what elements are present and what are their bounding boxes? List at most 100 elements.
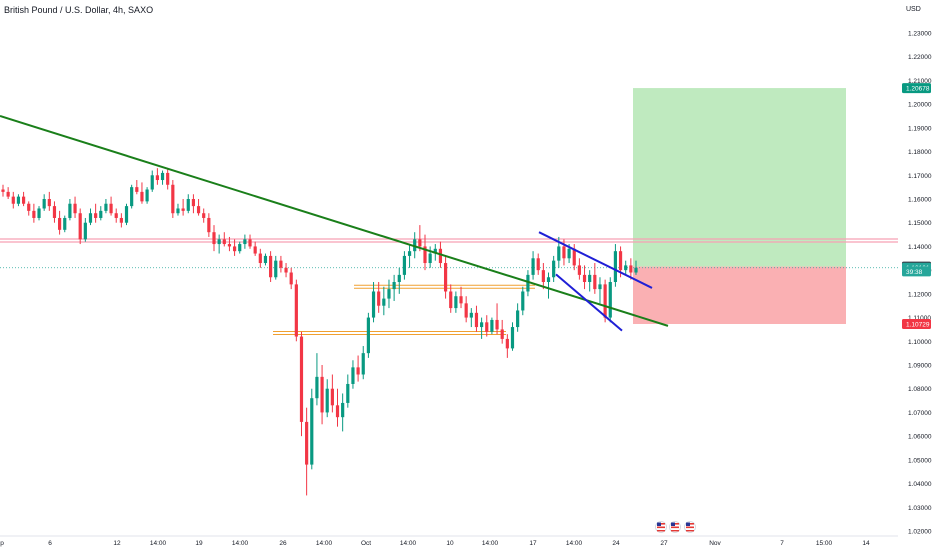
candle-body xyxy=(392,282,396,290)
candle-body xyxy=(207,217,211,233)
candle-body xyxy=(299,336,304,422)
candle-body xyxy=(320,376,324,413)
candle-body xyxy=(480,322,484,328)
candle-body xyxy=(99,210,103,218)
candle xyxy=(593,263,597,294)
candle-body xyxy=(335,405,340,418)
x-tick-label: 7 xyxy=(780,540,784,547)
candle xyxy=(356,355,360,382)
candle xyxy=(299,331,304,437)
y-tick-label: 1.05000 xyxy=(908,457,932,464)
candle-body xyxy=(171,184,175,214)
candle xyxy=(505,334,509,358)
stop-loss-zone xyxy=(633,266,846,324)
candle xyxy=(238,241,242,254)
candle xyxy=(150,170,154,192)
candle xyxy=(449,284,453,313)
x-tick-label: Oct xyxy=(361,540,371,547)
candle-body xyxy=(176,208,180,214)
candle xyxy=(88,208,93,226)
candle xyxy=(608,277,612,323)
x-tick-label: 14:00 xyxy=(150,540,167,547)
candle-body xyxy=(536,258,540,271)
y-tick-label: 1.18000 xyxy=(908,149,932,156)
candle xyxy=(63,215,67,233)
candle xyxy=(140,182,144,204)
candle-body xyxy=(485,322,489,332)
candle-body xyxy=(212,232,216,245)
candle-body xyxy=(521,291,525,311)
candle xyxy=(320,365,324,425)
candle xyxy=(459,286,463,309)
x-tick-label: 27 xyxy=(660,540,668,547)
candle xyxy=(572,244,576,271)
candle xyxy=(469,308,473,328)
y-tick-label: 1.12000 xyxy=(908,291,932,298)
candle-body xyxy=(469,312,473,318)
price-badge-bg xyxy=(902,83,931,94)
candle xyxy=(114,208,118,223)
candle xyxy=(413,232,417,259)
candle xyxy=(500,319,504,344)
candle-body xyxy=(474,312,479,328)
candle-body xyxy=(546,277,551,282)
candle-body xyxy=(160,172,165,181)
candle xyxy=(490,317,494,335)
candle xyxy=(160,170,165,185)
price-badge-label: 1.20678 xyxy=(906,86,930,93)
candle xyxy=(181,199,185,216)
candle-body xyxy=(196,206,201,214)
candle-body xyxy=(21,196,26,204)
y-tick-label: 1.04000 xyxy=(908,481,932,488)
candle-body xyxy=(166,172,170,185)
x-tick-label: 15:00 xyxy=(816,540,833,547)
y-tick-label: 1.09000 xyxy=(908,363,932,370)
candle-body xyxy=(541,270,545,282)
candle-body xyxy=(279,260,283,268)
candle-body xyxy=(341,402,345,418)
candle-body xyxy=(202,213,206,218)
candle-body xyxy=(289,272,293,285)
candle-body xyxy=(94,213,98,218)
candle xyxy=(521,286,525,316)
y-tick-label: 1.10000 xyxy=(908,339,932,346)
price-badge-bg xyxy=(902,318,931,329)
candle xyxy=(454,291,458,313)
flag-us-icon-stripe xyxy=(657,526,665,529)
y-tick-label: 1.22000 xyxy=(908,54,932,61)
candle-body xyxy=(382,298,386,306)
candle-body xyxy=(526,274,530,292)
candle-body xyxy=(222,239,226,245)
x-tick-label: 26 xyxy=(279,540,287,547)
candle xyxy=(541,263,545,290)
candle xyxy=(109,196,113,216)
candle-body xyxy=(438,248,443,264)
candle-body xyxy=(624,265,628,271)
candle-body xyxy=(145,189,149,202)
price-badge: 1.10729 xyxy=(902,318,931,329)
candle-body xyxy=(593,274,597,290)
candle xyxy=(99,206,103,221)
candle-body xyxy=(531,258,535,275)
candle-body xyxy=(58,217,62,230)
candle xyxy=(11,191,15,209)
y-tick-label: 1.08000 xyxy=(908,386,932,393)
candle xyxy=(546,272,551,299)
candle xyxy=(202,208,206,223)
candle-body xyxy=(346,383,350,403)
candle-body xyxy=(305,421,309,465)
candle xyxy=(330,374,334,413)
candle-body xyxy=(109,203,113,214)
candle-body xyxy=(83,222,87,240)
x-tick-label: 14 xyxy=(862,540,870,547)
candle xyxy=(526,270,530,297)
candle-body xyxy=(104,203,108,211)
x-tick-label: p xyxy=(0,540,4,547)
price-badge: 1.20678 xyxy=(902,83,931,94)
candle xyxy=(382,286,386,316)
candle-body xyxy=(505,338,509,349)
candle xyxy=(536,253,540,275)
flag-us-icon xyxy=(669,521,681,533)
